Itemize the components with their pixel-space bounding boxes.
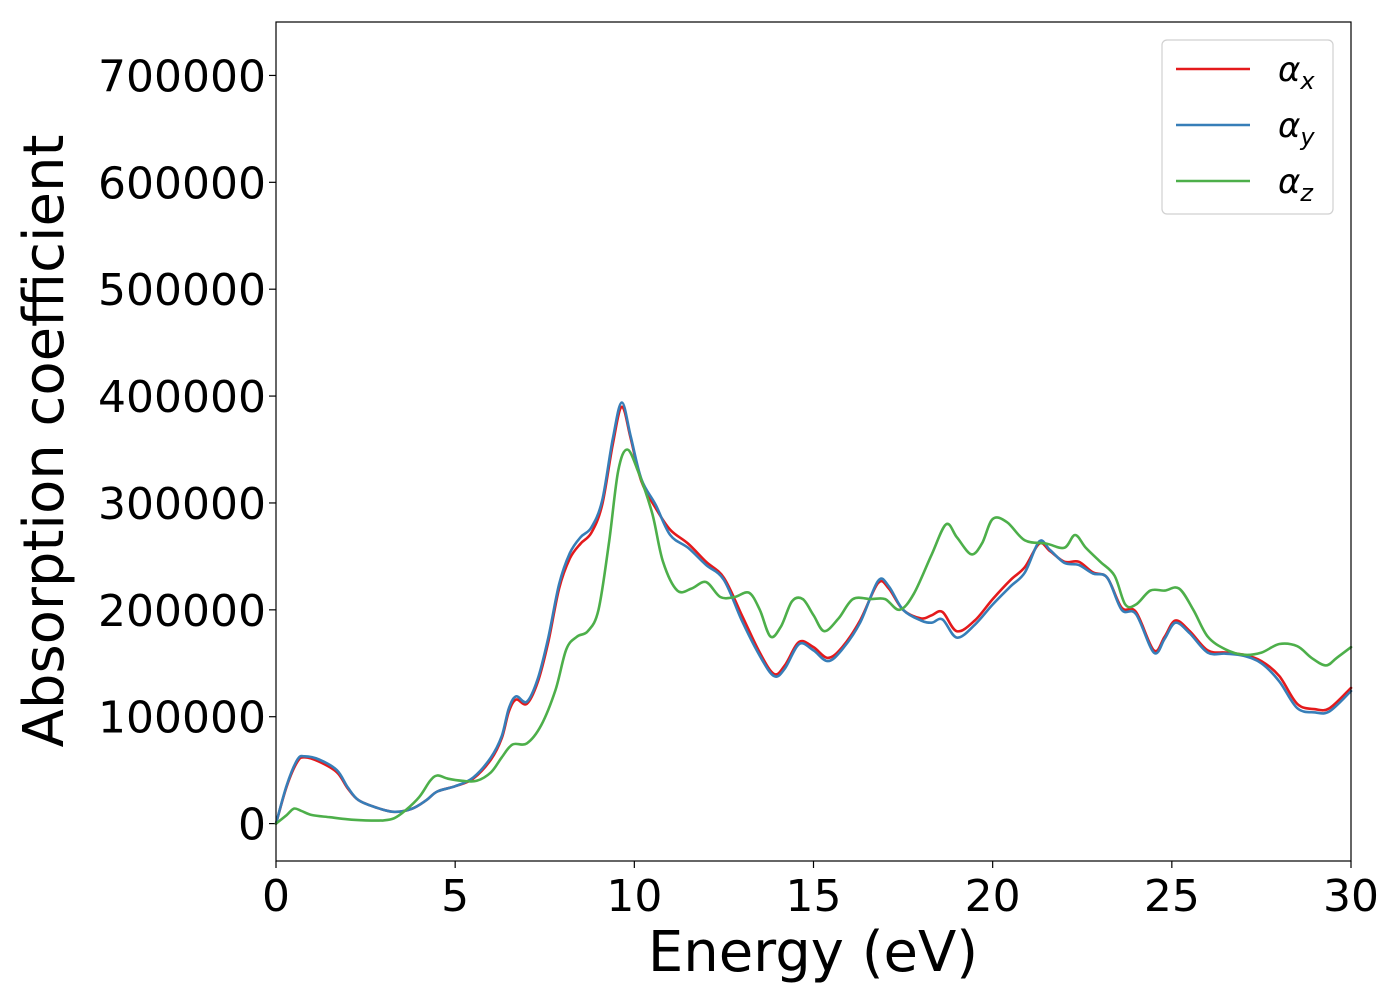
series-layer — [274, 401, 1353, 825]
y-tick-label: 200000 — [98, 586, 266, 637]
legend: αx αy αz — [1161, 39, 1334, 215]
series-line-z — [274, 448, 1353, 825]
x-tick-label: 10 — [606, 871, 662, 922]
legend-label-y: αy — [1278, 106, 1315, 151]
y-tick-label: 400000 — [98, 372, 266, 423]
x-tick-label: 5 — [441, 871, 469, 922]
y-tick-label: 300000 — [98, 479, 266, 530]
y-tick-label: 500000 — [98, 265, 266, 316]
plot-frame — [275, 21, 1352, 862]
x-axis-title: Energy (eV) — [648, 920, 978, 985]
x-axis-ticks: 0 5 10 15 20 25 30 — [262, 861, 1379, 922]
legend-frame — [1161, 39, 1334, 215]
legend-label-z: αz — [1278, 162, 1314, 207]
legend-label-x: αx — [1278, 50, 1315, 95]
x-tick-label: 15 — [786, 871, 842, 922]
y-tick-label: 600000 — [98, 158, 266, 209]
x-tick-label: 25 — [1144, 871, 1200, 922]
series-line-y — [274, 401, 1353, 825]
y-tick-label: 0 — [238, 800, 266, 851]
y-axis-title: Absorption coefficient — [12, 135, 77, 748]
x-tick-label: 20 — [965, 871, 1021, 922]
y-tick-label: 100000 — [98, 693, 266, 744]
x-tick-label: 0 — [262, 871, 290, 922]
y-tick-label: 700000 — [98, 51, 266, 102]
y-axis-ticks: 0 100000 200000 300000 400000 500000 600000 700… — [98, 51, 276, 851]
x-tick-label: 30 — [1323, 871, 1379, 922]
